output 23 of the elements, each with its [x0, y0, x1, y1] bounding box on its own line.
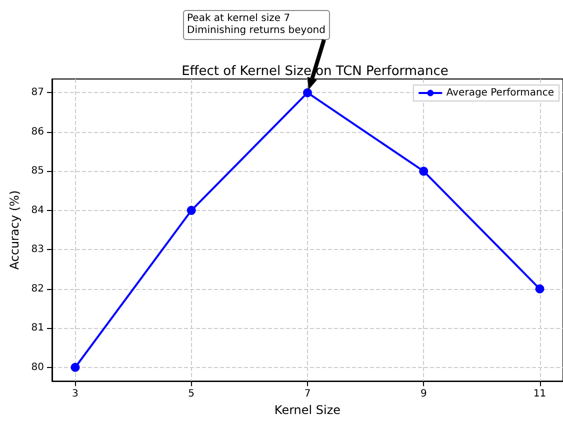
y-tick-label: 83: [31, 244, 44, 256]
x-tick-label: 3: [72, 388, 78, 400]
chart-title: Effect of Kernel Size on TCN Performance: [182, 64, 448, 79]
point: [303, 88, 312, 98]
y-tick-label: 82: [31, 283, 44, 294]
x-tick-label: 7: [304, 388, 311, 400]
point: [70, 362, 80, 372]
x-tick-label: 9: [420, 388, 427, 400]
point: [186, 206, 196, 215]
point: [419, 166, 428, 176]
y-tick-label: 85: [31, 166, 44, 177]
y-tick-label: 81: [31, 322, 44, 334]
x-tick-label: 11: [533, 388, 546, 400]
point: [535, 284, 544, 294]
y-axis-title: Accuracy (%): [7, 190, 22, 270]
y-tick-label: 87: [31, 87, 44, 98]
legend-label: Average Performance: [446, 88, 554, 98]
y-tick-label: 84: [31, 204, 44, 216]
x-axis-title: Kernel Size: [274, 403, 341, 417]
y-tick-label: 86: [31, 126, 44, 138]
text: Peak at kernel size 7 Diminishing returns beyond: [183, 10, 330, 40]
y-tick-label: 80: [31, 362, 44, 373]
x-tick-label: 5: [188, 388, 195, 400]
